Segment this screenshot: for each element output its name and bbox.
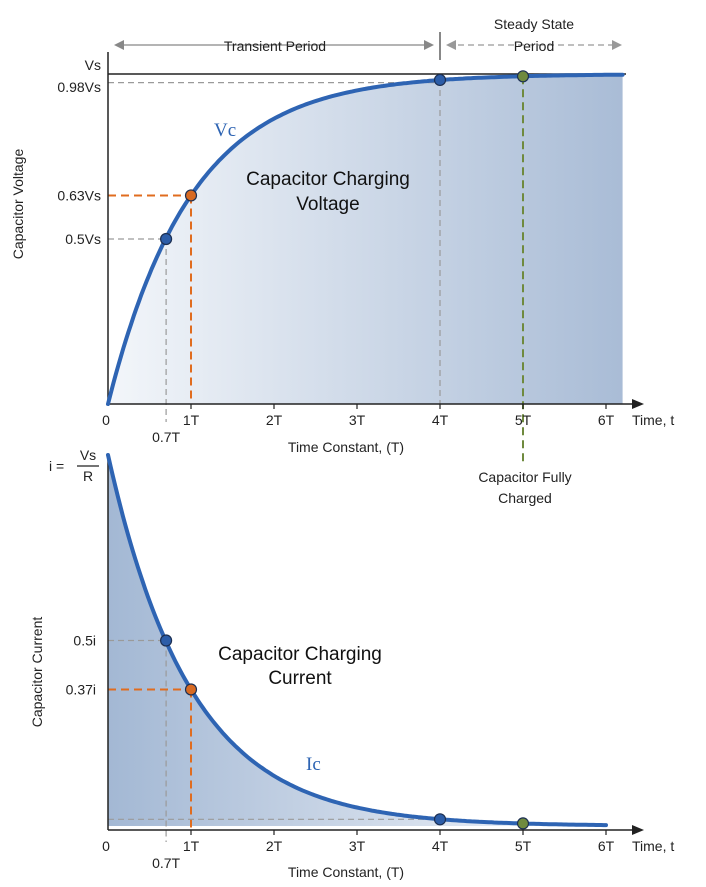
current-x-axis-arrow — [632, 825, 644, 835]
fully-charged-label-line-1: Capacitor Fully — [478, 469, 571, 485]
voltage-x-tick-label-1: 1T — [183, 412, 200, 428]
voltage-x-axis-arrow — [632, 399, 644, 409]
current-chart: 0 1T 2T 3T 4T 5T 6T 0.7T 0.5i 0.37i i = Vs R Tim… — [29, 447, 674, 880]
voltage-x-extra-label: 0.7T — [152, 429, 180, 445]
current-x-tick-label-6: 6T — [598, 838, 615, 854]
voltage-y-axis-title: Capacitor Voltage — [10, 149, 26, 260]
voltage-x-tick-label-5: 5T — [515, 412, 532, 428]
steady-state-period-label-line-2: Period — [514, 38, 554, 54]
current-y-tick-label-1: 0.37i — [66, 681, 96, 697]
current-x-axis-end-label: Time, t — [632, 838, 674, 854]
current-area-fill — [108, 455, 606, 826]
voltage-x-tick-label-6: 6T — [598, 412, 615, 428]
voltage-title-line-2: Voltage — [296, 194, 359, 215]
current-title-line-1: Capacitor Charging — [218, 644, 382, 665]
voltage-marker-3 — [516, 70, 530, 83]
current-y-tick-labels: 0.5i 0.37i — [66, 633, 96, 698]
current-x-tick-label-5: 5T — [515, 838, 532, 854]
current-reference-lines — [108, 639, 441, 842]
current-x-extra-label: 0.7T — [152, 855, 180, 871]
voltage-x-tick-label-3: 3T — [349, 412, 366, 428]
current-x-tick-label-1: 1T — [183, 838, 200, 854]
voltage-x-tick-label-0: 0 — [102, 412, 110, 428]
current-x-tick-labels: 0 1T 2T 3T 4T 5T 6T 0.7T — [102, 838, 615, 871]
current-marker-0 — [160, 634, 173, 647]
current-title-line-2: Current — [268, 668, 332, 689]
current-curve-label: Ic — [306, 754, 321, 775]
current-y-tick-label-0: 0.5i — [73, 633, 96, 649]
current-x-tick-label-4: 4T — [432, 838, 449, 854]
initial-current-label: i = Vs R — [49, 447, 99, 484]
current-x-tick-label-2: 2T — [266, 838, 283, 854]
current-x-tick-label-3: 3T — [349, 838, 366, 854]
current-marker-1 — [184, 683, 198, 696]
transient-period-label: Transient Period — [224, 38, 326, 54]
voltage-area-fill — [108, 74, 623, 404]
voltage-x-ticks — [190, 404, 607, 409]
voltage-marker-1 — [184, 189, 198, 202]
voltage-reference-lines — [108, 76, 524, 463]
steady-state-period-label-line-1: Steady State — [494, 16, 574, 32]
voltage-y-tick-label-1: 0.98Vs — [57, 79, 101, 95]
voltage-marker-2 — [433, 73, 447, 87]
current-y-axis-title: Capacitor Current — [29, 617, 45, 728]
svg-text:i =: i = — [49, 458, 64, 474]
voltage-title-line-1: Capacitor Charging — [246, 169, 410, 190]
voltage-x-tick-label-2: 2T — [266, 412, 283, 428]
voltage-y-tick-labels: Vs 0.98Vs 0.63Vs 0.5Vs — [57, 57, 101, 247]
svg-text:R: R — [83, 468, 93, 484]
voltage-markers — [160, 70, 530, 246]
voltage-x-axis-end-label: Time, t — [632, 412, 674, 428]
current-x-ticks — [190, 830, 607, 835]
current-x-tick-label-0: 0 — [102, 838, 110, 854]
svg-text:Vs: Vs — [80, 447, 96, 463]
transient-period-arrow — [114, 32, 441, 60]
current-x-axis-title: Time Constant, (T) — [288, 864, 404, 880]
voltage-y-tick-label-2: 0.63Vs — [57, 187, 101, 203]
voltage-curve-label: Vc — [214, 120, 236, 141]
voltage-chart: 0 1T 2T 3T 4T 5T 6T 0.7T Vs 0.98Vs 0.63Vs 0.5Vs Ti… — [10, 16, 674, 506]
current-marker-3 — [516, 817, 530, 830]
voltage-x-tick-labels: 0 1T 2T 3T 4T 5T 6T 0.7T — [102, 412, 615, 445]
voltage-x-tick-label-4: 4T — [432, 412, 449, 428]
voltage-marker-0 — [160, 232, 173, 246]
voltage-y-tick-label-0: Vs — [85, 57, 101, 73]
steady-state-period-arrow — [446, 40, 622, 50]
fully-charged-label-line-2: Charged — [498, 490, 552, 506]
current-markers — [160, 634, 530, 830]
voltage-y-tick-label-3: 0.5Vs — [65, 231, 101, 247]
voltage-x-axis-title: Time Constant, (T) — [288, 439, 404, 455]
current-marker-2 — [433, 813, 447, 826]
